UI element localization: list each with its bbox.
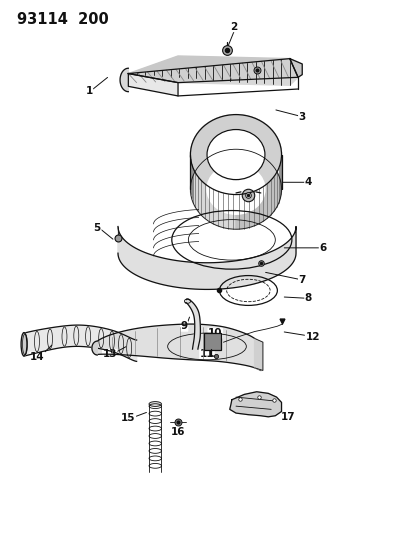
Polygon shape <box>92 341 97 355</box>
Text: 8: 8 <box>304 294 311 303</box>
Ellipse shape <box>190 149 281 229</box>
Polygon shape <box>128 68 297 85</box>
FancyBboxPatch shape <box>204 333 221 350</box>
Polygon shape <box>254 338 262 370</box>
Text: 7: 7 <box>298 276 305 285</box>
Text: 13: 13 <box>102 350 117 359</box>
Ellipse shape <box>206 130 264 180</box>
Polygon shape <box>118 227 295 289</box>
Ellipse shape <box>21 333 27 356</box>
Text: 93114  200: 93114 200 <box>17 12 108 27</box>
Text: 11: 11 <box>199 350 214 359</box>
Polygon shape <box>128 74 178 96</box>
Text: 9: 9 <box>180 321 188 331</box>
Text: 17: 17 <box>280 412 294 422</box>
Text: 3: 3 <box>298 112 305 122</box>
Ellipse shape <box>190 115 281 195</box>
Polygon shape <box>120 68 128 92</box>
Polygon shape <box>128 56 297 74</box>
Ellipse shape <box>206 164 264 214</box>
Polygon shape <box>24 325 136 361</box>
Polygon shape <box>128 59 297 83</box>
Polygon shape <box>289 59 301 77</box>
Polygon shape <box>235 115 281 229</box>
Text: 5: 5 <box>93 223 101 233</box>
Text: 15: 15 <box>121 414 135 423</box>
Text: 12: 12 <box>304 332 319 342</box>
Polygon shape <box>185 299 200 349</box>
Text: 16: 16 <box>170 427 185 437</box>
Text: 4: 4 <box>304 177 311 187</box>
Polygon shape <box>190 115 235 229</box>
Text: 14: 14 <box>30 352 45 362</box>
Text: 10: 10 <box>207 328 222 338</box>
Polygon shape <box>97 324 260 370</box>
Polygon shape <box>229 392 281 417</box>
Text: 2: 2 <box>230 22 237 31</box>
Ellipse shape <box>149 402 161 406</box>
Text: 6: 6 <box>318 243 326 253</box>
Text: 1: 1 <box>85 86 93 95</box>
